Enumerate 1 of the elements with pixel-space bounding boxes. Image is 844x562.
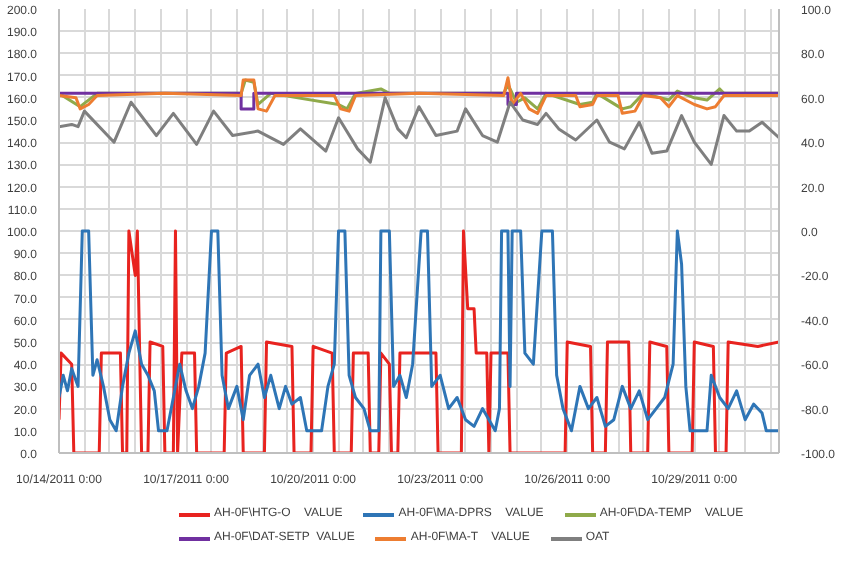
- line-series: [59, 96, 779, 166]
